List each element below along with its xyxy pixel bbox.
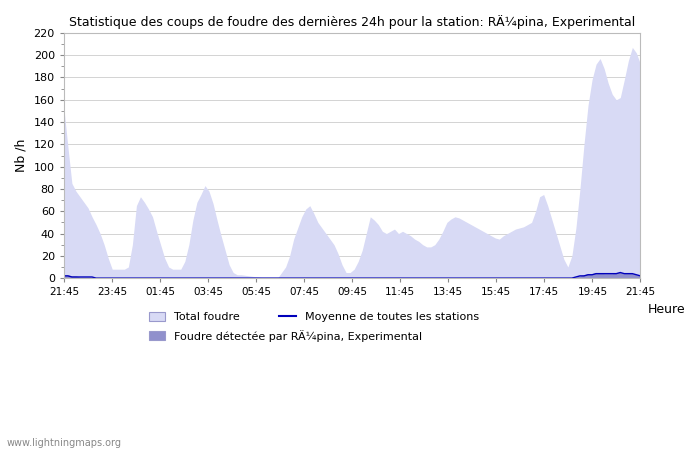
Title: Statistique des coups de foudre des dernières 24h pour la station: RÄ¼pina, Expe: Statistique des coups de foudre des dern… bbox=[69, 15, 636, 29]
Y-axis label: Nb /h: Nb /h bbox=[15, 139, 28, 172]
Text: www.lightningmaps.org: www.lightningmaps.org bbox=[7, 438, 122, 448]
Text: Heure: Heure bbox=[648, 303, 685, 316]
Legend: Foudre détectée par RÄ¼pina, Experimental: Foudre détectée par RÄ¼pina, Experimenta… bbox=[144, 325, 427, 346]
